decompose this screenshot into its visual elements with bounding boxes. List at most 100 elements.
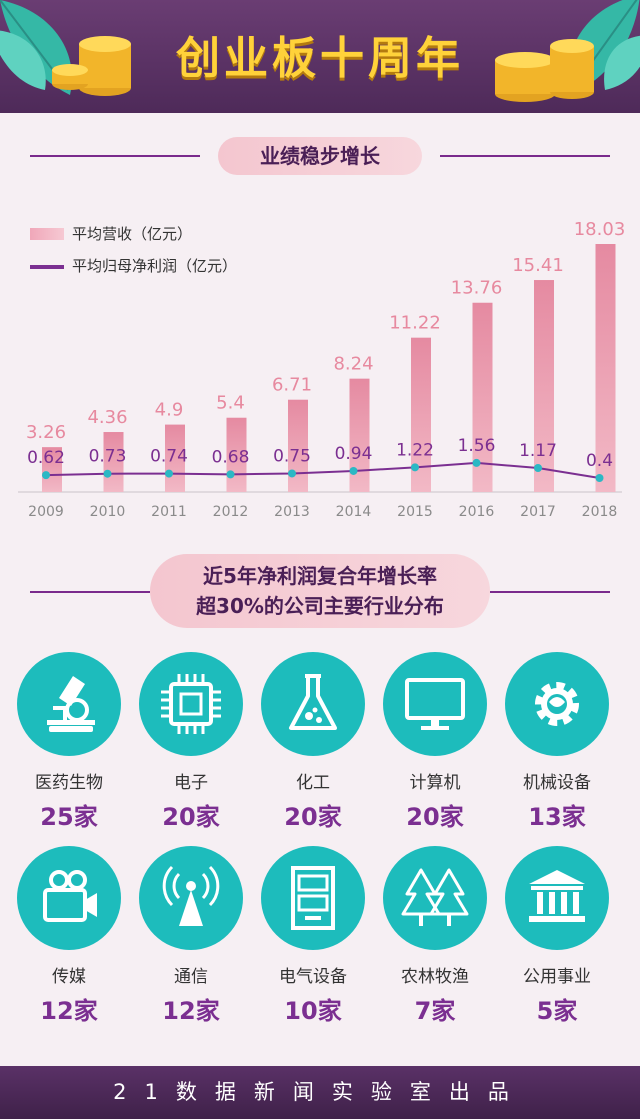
revenue-data-label: 5.4 [216,393,245,414]
revenue-bar [595,244,616,492]
industry-item: 医药生物 25家 [14,652,124,832]
industry-count: 13家 [528,803,586,831]
industry-item: 通信 12家 [136,846,246,1026]
industry-name: 医药生物 [35,773,103,793]
revenue-data-label: 11.22 [389,313,441,334]
x-tick-label: 2009 [28,504,64,520]
revenue-bar [472,302,493,492]
x-tick-label: 2014 [336,504,372,520]
profit-point [288,469,296,478]
industry-name: 通信 [174,967,208,987]
industry-item: 机械设备 13家 [502,652,612,832]
industry-count: 12家 [162,997,220,1025]
monitor-icon [405,678,465,730]
industry-item: 电气设备 10家 [258,846,368,1026]
revenue-data-label: 4.9 [155,400,184,421]
footer-credit: 21数据新闻实验室出品 [0,1066,640,1119]
industry-name: 电气设备 [279,967,347,987]
industry-icon-circle [17,652,121,756]
x-tick-label: 2015 [397,504,433,520]
industry-icon-circle [505,846,609,950]
profit-point [411,463,419,472]
industry-item: 计算机 20家 [380,652,490,832]
industry-icon-circle [261,652,365,756]
page-title: 创业板十周年 [176,33,464,84]
revenue-bar [534,280,554,492]
industry-count: 20家 [284,803,342,831]
profit-data-label: 0.4 [586,451,613,471]
profit-point [534,463,542,472]
divider-right-2 [490,591,610,593]
industry-item: 电子 20家 [136,652,246,832]
revenue-bar [288,399,308,492]
industry-icon-circle [17,846,121,950]
legend-profit: 平均归母净利润（亿元） [30,255,290,277]
profit-point [595,474,604,482]
industry-count: 25家 [40,803,98,831]
industry-icon-circle [139,652,243,756]
revenue-data-label: 18.03 [574,219,626,240]
microscope-icon [47,676,95,732]
industry-name: 计算机 [409,773,461,793]
legend-bar-swatch [30,228,64,240]
chip-icon [161,674,221,734]
building-icon [529,870,585,922]
industry-icon-circle [139,846,243,950]
x-tick-label: 2011 [151,504,187,520]
revenue-data-label: 6.71 [272,375,312,396]
revenue-profit-chart: 3.26 2009 4.36 2010 4.9 2011 5.4 2012 6.71 2013 8.… [18,219,626,520]
industry-item: 化工 20家 [258,652,368,832]
x-tick-label: 2016 [459,504,495,520]
industry-item: 农林牧渔 7家 [380,846,490,1026]
industry-name: 传媒 [52,967,86,987]
video-camera-icon [43,870,97,922]
profit-point [349,466,358,475]
profit-data-label: 1.56 [458,436,496,456]
industry-name: 化工 [296,773,330,793]
x-tick-label: 2012 [213,504,249,520]
revenue-data-label: 13.76 [451,278,503,299]
divider-right [440,155,610,157]
profit-data-label: 0.62 [27,448,65,468]
industry-icon-circle [383,846,487,950]
revenue-bar [42,447,62,492]
industry-count: 20家 [406,803,464,831]
antenna-icon [162,865,220,926]
flask-icon [289,674,337,730]
profit-data-label: 1.17 [519,441,557,461]
x-tick-label: 2018 [582,504,618,520]
profit-data-label: 0.75 [273,446,311,466]
industry-name: 公用事业 [523,967,591,987]
x-tick-label: 2017 [520,504,556,520]
legend-line-swatch [30,265,64,269]
section-title-line2: 超30%的公司主要行业分布 [196,594,444,618]
revenue-data-label: 3.26 [26,422,66,443]
profit-point [103,469,112,478]
header-banner: 创业板十周年 [0,0,640,113]
revenue-data-label: 8.24 [333,354,373,375]
profit-data-label: 0.94 [335,444,373,464]
divider-left [30,155,200,157]
profit-point [165,469,173,478]
gear-icon [535,682,579,726]
revenue-data-label: 15.41 [512,255,564,276]
profit-data-label: 1.22 [396,440,434,460]
industry-icon-circle [261,846,365,950]
electrical-cabinet-icon [291,866,335,930]
legend-revenue-label: 平均营收（亿元） [72,225,193,243]
coins-left-icon [52,36,131,96]
profit-line [45,461,600,479]
industry-count: 20家 [162,803,220,831]
industry-count: 10家 [284,997,342,1025]
divider-left-2 [30,591,150,593]
profit-data-label: 0.74 [150,447,188,467]
industry-item: 公用事业 5家 [502,846,612,1026]
industry-count: 5家 [536,997,578,1025]
x-tick-label: 2010 [90,504,126,520]
profit-point [226,470,235,479]
industry-count: 12家 [40,997,98,1025]
section-title-line1: 近5年净利润复合年增长率 [203,564,437,588]
profit-point [42,471,50,480]
industry-name: 农林牧渔 [401,967,469,987]
trees-icon [401,868,469,926]
